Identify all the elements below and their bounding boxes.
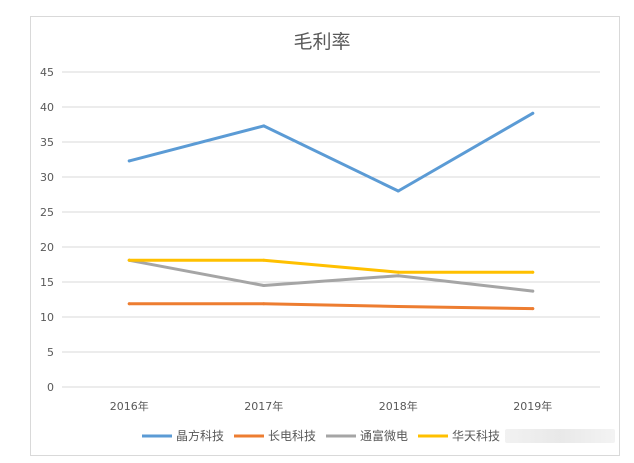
x-axis-tick-labels: 2016年 2017年 2018年 2019年 xyxy=(110,399,553,413)
series-line-3 xyxy=(127,258,535,274)
data-point xyxy=(262,302,266,306)
y-tick-label: 10 xyxy=(40,311,54,324)
legend-label: 长电科技 xyxy=(268,429,316,443)
data-point xyxy=(396,305,400,308)
y-tick-label: 20 xyxy=(40,241,54,254)
data-point xyxy=(396,274,400,278)
data-point xyxy=(262,124,266,128)
legend-label: 晶方科技 xyxy=(176,428,224,443)
legend-label: 通富微电 xyxy=(360,428,408,443)
x-tick-label: 2017年 xyxy=(244,399,283,413)
x-tick-label: 2019年 xyxy=(513,399,552,413)
series-line-2 xyxy=(127,258,535,293)
data-point xyxy=(127,258,131,262)
series-line-1 xyxy=(127,302,535,311)
data-point xyxy=(531,270,535,274)
chart-frame xyxy=(30,16,620,456)
data-point xyxy=(127,302,131,306)
gridlines xyxy=(62,71,600,388)
series-line-0 xyxy=(127,111,535,193)
x-tick-label: 2018年 xyxy=(379,399,418,413)
y-tick-label: 25 xyxy=(40,206,54,219)
y-tick-label: 35 xyxy=(40,136,54,149)
data-point xyxy=(396,189,400,193)
y-tick-label: 45 xyxy=(40,66,54,79)
y-tick-label: 15 xyxy=(40,276,54,289)
data-point xyxy=(531,111,535,115)
y-tick-label: 40 xyxy=(40,101,54,114)
legend-label: 华天科技 xyxy=(452,429,500,443)
data-point xyxy=(262,258,266,262)
y-tick-label: 0 xyxy=(47,381,54,394)
watermark xyxy=(505,429,615,443)
series-lines xyxy=(127,111,535,311)
y-axis-tick-labels: 0 5 10 15 20 25 30 35 40 45 xyxy=(40,66,54,394)
y-tick-label: 30 xyxy=(40,171,54,184)
x-tick-label: 2016年 xyxy=(110,399,149,413)
data-point xyxy=(262,284,266,287)
data-point xyxy=(531,307,535,311)
data-point xyxy=(531,289,535,293)
y-tick-label: 5 xyxy=(47,346,54,359)
data-point xyxy=(396,270,400,274)
chart-title: 毛利率 xyxy=(293,31,350,53)
data-point xyxy=(127,159,131,163)
legend: 晶方科技 长电科技 通富微电 华天科技 xyxy=(142,428,500,443)
